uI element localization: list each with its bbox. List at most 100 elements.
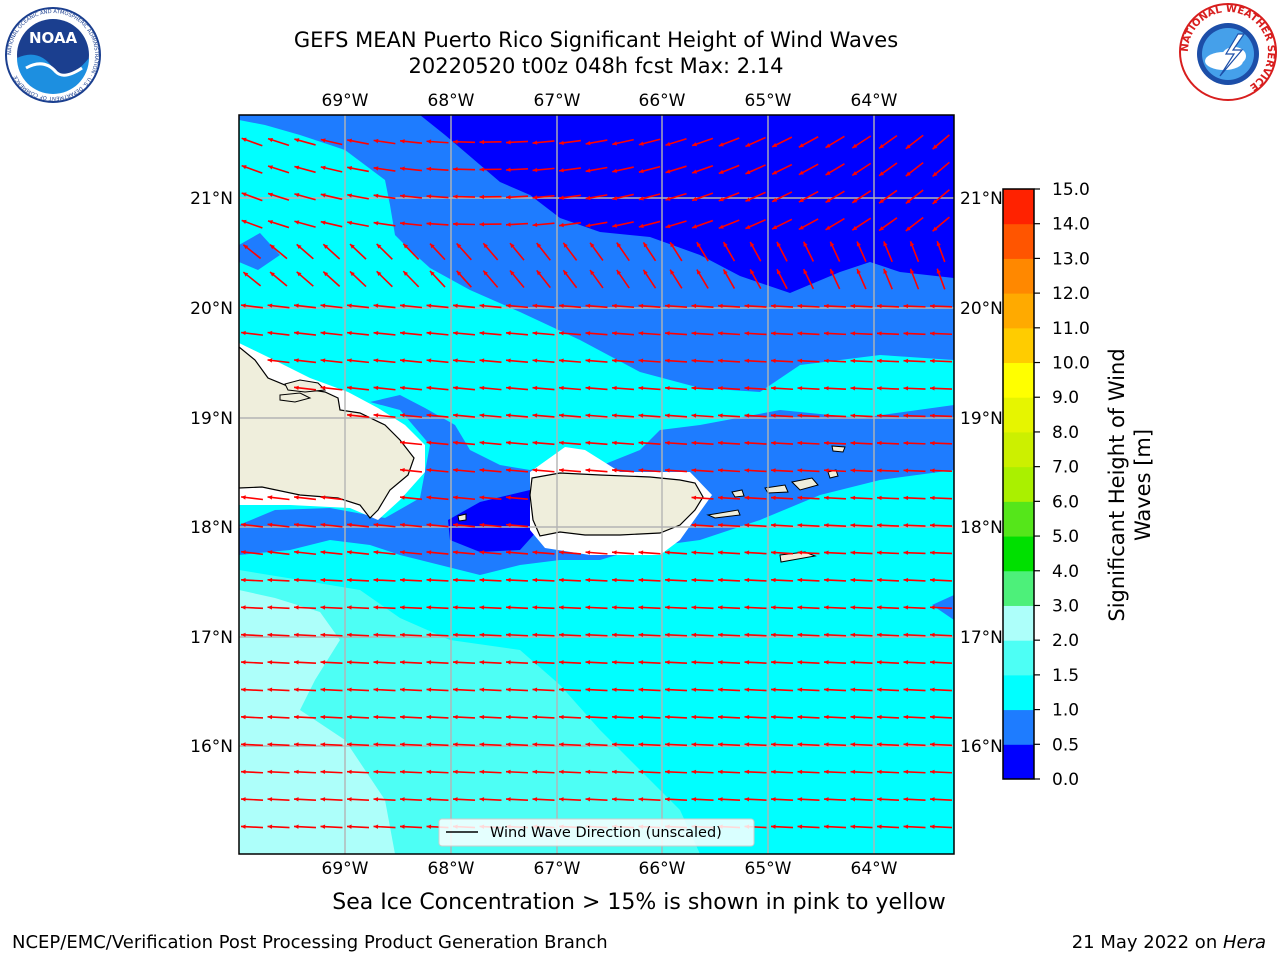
wave-direction-arrowhead [612,196,618,201]
wave-direction-arrowhead [744,742,750,747]
wave-direction-arrowhead [294,550,299,555]
wave-direction-arrowhead [453,167,458,172]
wave-direction-arrowhead [294,605,299,610]
wave-direction-arrowhead [506,331,511,336]
lat-label-left: 18°N [190,518,233,538]
wave-direction-arrowhead [241,742,246,747]
wave-direction-arrowhead [453,413,458,418]
wave-direction-arrowhead [797,742,803,747]
wave-direction-arrowhead [479,632,485,638]
wave-direction-arrowhead [930,577,935,583]
colorbar-segment [1003,605,1034,641]
wave-direction-arrowhead [506,714,511,720]
wave-direction-arrowhead [824,769,829,775]
wave-direction-arrowhead [750,241,755,247]
wave-direction-arrowhead [665,797,670,802]
wave-direction-arrowhead [506,358,511,363]
wave-direction-arrowhead [824,468,829,473]
wave-direction-arrowhead [612,577,617,583]
wave-direction-arrowhead [772,142,778,147]
wave-direction-arrowhead [532,660,538,665]
wave-direction-arrowhead [930,550,935,555]
lat-label-right: 17°N [960,628,1003,648]
wave-direction-arrowhead [373,605,379,610]
lat-label-left: 17°N [190,628,233,648]
wave-direction-arrowhead [612,168,618,173]
wave-direction-arrowhead [267,797,273,802]
wave-direction-arrowhead [320,742,326,747]
wave-direction-arrowhead [453,194,458,199]
wave-direction-arrowhead [771,550,776,555]
wave-direction-arrowhead [320,165,326,171]
wave-direction-arrowhead [718,714,723,720]
wave-direction-arrowhead [824,577,829,583]
map-frame [238,114,955,855]
wave-direction-arrowhead [426,358,432,363]
wave-direction-arrowhead [267,330,273,336]
lon-label-bottom: 67°W [534,859,581,879]
virgin-islands-tortola [790,477,819,491]
wave-direction-arrowhead [320,385,326,391]
wave-direction-arrowhead [536,242,542,248]
wave-direction-arrowhead [612,769,617,775]
colorbar-segment [1003,397,1034,433]
wind-wave-direction-arrows [240,134,953,829]
wave-direction-arrowhead [638,413,644,418]
wave-direction-arrowhead [267,495,273,500]
wave-direction-arrowhead [400,413,405,418]
wave-direction-arrowhead [563,270,568,276]
wave-direction-arrowhead [453,550,458,555]
wave-direction-arrowhead [532,440,538,446]
wave-direction-arrowhead [479,769,485,775]
wave-direction-arrowhead [267,577,273,583]
wave-direction-arrowhead [563,242,568,248]
wave-direction-arrowhead [850,660,856,665]
wave-direction-arrowhead [453,358,458,363]
wave-band-2-3m-sw [239,590,395,854]
wave-direction-arrowhead [453,742,458,747]
wave-direction-arrowhead [479,687,485,692]
wave-direction-arrowhead [638,769,644,775]
wave-direction-arrowhead [320,193,326,198]
wave-direction-arrowhead [877,358,882,364]
wave-direction-arrowhead [877,303,882,309]
wave-direction-arrowhead [612,413,617,418]
wave-direction-arrowhead [797,523,803,528]
wave-direction-arrowhead [373,824,379,829]
wave-direction-arrowhead [776,241,781,247]
wave-direction-arrowhead [267,522,273,528]
wave-direction-arrowhead [241,330,246,336]
colorbar-tick-label: 13.0 [1052,249,1090,269]
wave-direction-arrowhead [559,303,564,309]
wave-direction-arrowhead [479,468,485,473]
wave-direction-arrowhead [320,687,326,692]
sea-ice-note: Sea Ice Concentration > 15% is shown in … [332,890,946,915]
colorbar-segment [1003,536,1034,572]
wave-direction-arrowhead [373,522,379,528]
wave-direction-arrowhead [797,495,803,501]
wave-direction-arrowhead [453,303,458,308]
wave-direction-arrowhead [294,330,299,336]
wave-direction-arrowhead [612,303,617,309]
wave-direction-arrowhead [903,495,909,501]
wave-direction-arrowhead [453,495,458,500]
noaa-logo: NATIONAL OCEANIC AND ATMOSPHERIC ADMINIS… [5,7,101,103]
wave-direction-arrowhead [347,742,352,747]
wave-direction-arrowhead [803,241,808,247]
wave-direction-arrowhead [771,824,776,829]
wave-direction-arrowhead [936,268,941,274]
wave-direction-arrowhead [296,244,302,249]
wave-direction-arrowhead [824,550,829,555]
wave-direction-arrowhead [776,269,781,275]
wave-direction-arrowhead [267,605,273,610]
wave-direction-arrowhead [879,226,884,231]
wave-direction-arrowhead [930,660,935,665]
wave-direction-arrowhead [638,632,644,638]
colorbar-segment [1003,744,1034,780]
wave-direction-arrowhead [665,714,670,720]
wave-direction-arrowhead [877,495,882,501]
sombrero-island [831,445,846,453]
wave-direction-arrowhead [930,331,935,336]
colorbar-tick-label: 14.0 [1052,215,1090,235]
wave-direction-arrowhead [824,824,829,829]
